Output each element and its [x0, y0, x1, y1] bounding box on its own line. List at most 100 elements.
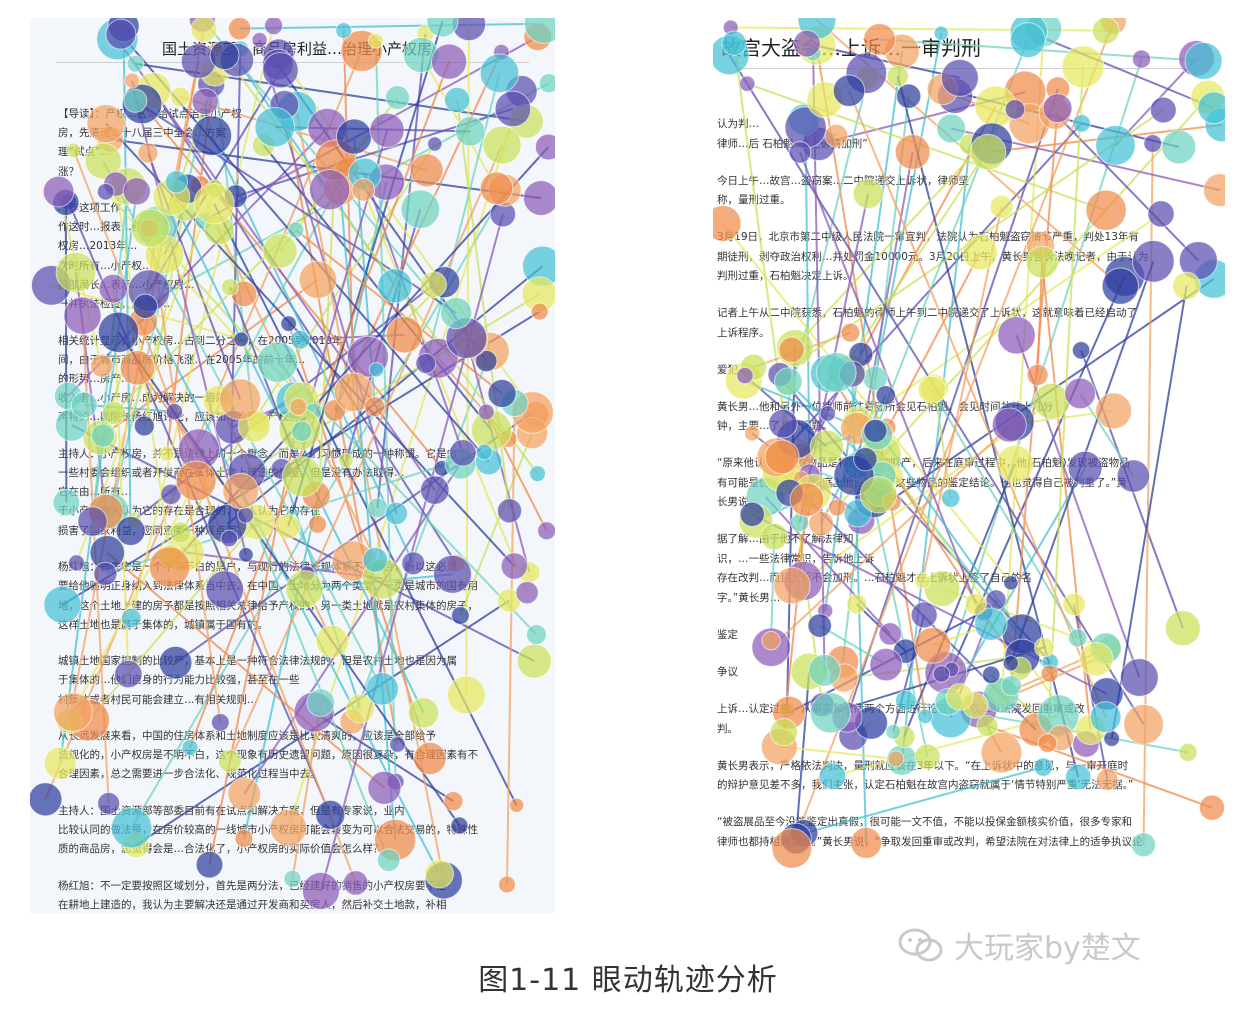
fixation-point: [853, 446, 878, 472]
saccade-line: [170, 196, 425, 714]
fixation-point: [1068, 628, 1088, 648]
saccade-line: [339, 188, 397, 841]
fixation-point: [1079, 641, 1114, 677]
fixation-point: [736, 366, 754, 385]
fixation-point: [809, 429, 845, 464]
fixation-point: [415, 353, 437, 374]
fixation-point: [1116, 459, 1150, 493]
fixation-point: [86, 104, 126, 144]
fixation-point: [1149, 96, 1177, 124]
fixation-point: [1095, 392, 1133, 430]
fixation-point: [859, 475, 898, 514]
fixation-point: [298, 260, 338, 299]
fixation-point: [1003, 575, 1019, 591]
fixation-point: [440, 296, 473, 330]
fixation-point: [123, 88, 148, 113]
saccade-line: [424, 72, 501, 364]
fixation-point: [98, 273, 129, 304]
fixation-point: [257, 341, 299, 383]
saccade-line: [1028, 31, 1215, 109]
saccade-line: [803, 766, 1044, 835]
fixation-point: [1033, 382, 1070, 420]
fixation-point: [97, 311, 140, 353]
saccade-line: [903, 463, 1016, 738]
fixation-point: [309, 169, 351, 211]
fixation-point: [914, 572, 931, 590]
fixation-point: [529, 465, 546, 483]
fixation-point: [443, 791, 464, 812]
fixation-point: [365, 672, 399, 706]
fixation-point: [1034, 637, 1055, 658]
fixation-point: [1042, 93, 1073, 124]
fixation-point: [508, 797, 525, 813]
fixation-point: [773, 367, 803, 397]
fixation-point: [1131, 49, 1152, 69]
fixation-point: [721, 30, 747, 56]
fixation-point: [475, 443, 493, 461]
fixation-point: [238, 546, 254, 563]
fixation-point: [301, 871, 340, 910]
fixation-point: [828, 498, 846, 517]
saccade-line: [782, 499, 808, 733]
fixation-point: [148, 546, 191, 588]
doc-line: 争议: [717, 665, 738, 678]
fixation-point: [789, 482, 825, 517]
fixation-point: [997, 316, 1036, 355]
doc-line: 的形势…房产…: [58, 372, 132, 385]
fixation-point: [809, 692, 851, 734]
fixation-point: [875, 385, 896, 406]
saccade-line: [210, 135, 415, 564]
doc-line: 上诉程序。: [717, 326, 770, 339]
fixation-point: [191, 87, 219, 116]
saccade-line: [374, 40, 397, 782]
fixation-point: [43, 585, 82, 624]
fixation-point: [446, 675, 486, 715]
saccade-line: [459, 432, 534, 616]
fixation-point: [195, 850, 224, 879]
fixation-point: [498, 875, 516, 894]
fixation-point: [123, 72, 141, 89]
fixation-point: [981, 665, 1001, 685]
fixation-point: [917, 375, 947, 405]
fixation-point: [496, 498, 523, 524]
fixation-point: [885, 723, 902, 740]
doc-line: 称，量刑过重。: [717, 194, 791, 207]
fixation-point: [308, 514, 327, 534]
fixation-point: [191, 115, 233, 157]
fixation-point: [846, 593, 868, 615]
fixation-point: [819, 405, 836, 422]
right-heatmap-document: 故宫大盗会…上诉…一审判刑 认为判…律师…后 石柏魁…“上诉请加刑”今日上午…故…: [713, 18, 1225, 913]
fixation-point: [333, 372, 374, 413]
fixation-point: [1096, 768, 1119, 791]
fixation-point: [713, 205, 742, 242]
fixation-point: [895, 689, 917, 712]
fixation-point: [538, 73, 555, 94]
fixation-point: [254, 106, 296, 148]
fixation-point: [96, 182, 115, 201]
fixation-point: [93, 561, 118, 586]
fixation-point: [119, 350, 156, 386]
fixation-point: [788, 141, 812, 164]
saccade-line: [295, 229, 503, 395]
fixation-point: [896, 83, 922, 109]
fixation-point: [964, 592, 987, 616]
fixation-point: [1062, 592, 1086, 617]
fixation-point: [451, 606, 470, 625]
fixation-point: [158, 445, 175, 462]
fixation-point: [910, 601, 938, 629]
fixation-point: [338, 452, 354, 469]
fixation-point: [989, 194, 1014, 219]
fixation-point: [1067, 450, 1103, 486]
fixation-point: [407, 697, 440, 729]
saccade-line: [342, 30, 355, 393]
fixation-point: [761, 630, 781, 651]
saccade-line: [1110, 285, 1188, 739]
fixation-point: [217, 749, 242, 774]
saccade-line: [72, 480, 198, 713]
saccade-line: [143, 188, 189, 427]
fixation-point: [275, 513, 301, 540]
fixation-point: [1164, 610, 1201, 647]
fixation-point: [991, 407, 1027, 443]
fixation-point: [1184, 41, 1223, 80]
fixation-point: [869, 647, 903, 682]
